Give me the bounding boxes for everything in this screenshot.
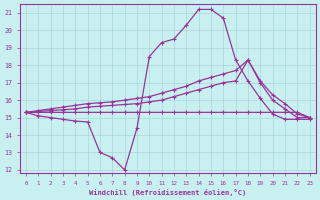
X-axis label: Windchill (Refroidissement éolien,°C): Windchill (Refroidissement éolien,°C) [89, 189, 246, 196]
